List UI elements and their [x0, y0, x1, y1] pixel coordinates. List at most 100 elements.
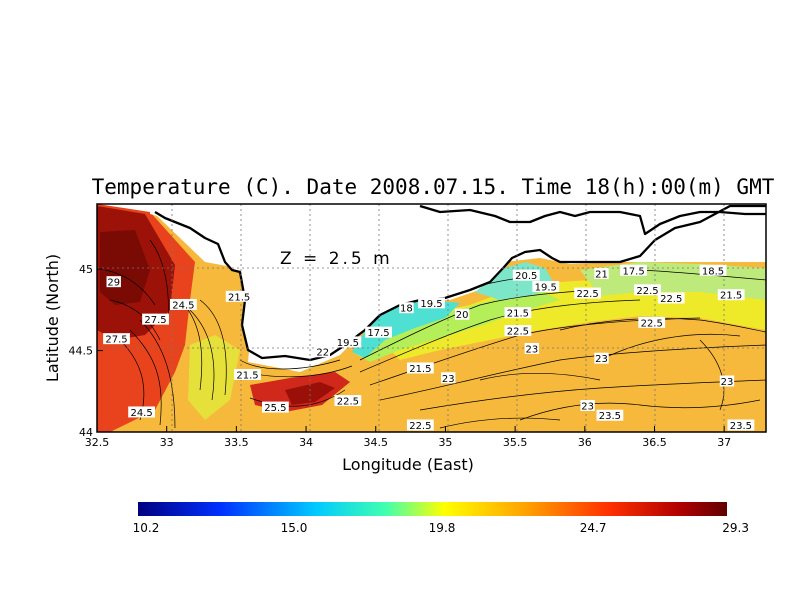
contour-lines — [104, 239, 766, 429]
colorbar: 10.2 15.0 19.8 24.7 29.3 — [133, 502, 749, 535]
x-tick-label: 36.5 — [642, 436, 667, 449]
sea-darkred-bay — [285, 382, 335, 405]
y-axis-label: Latitude (North) — [43, 254, 62, 382]
contour-label: 23 — [581, 401, 594, 412]
contour-label-bg — [580, 399, 595, 411]
plot-area: 29 27.5 24.5 27.5 24.5 21.5 21.5 25.5 22 19.5 17.5… — [97, 204, 766, 432]
contour-label-bg — [128, 406, 155, 418]
contour-label: 24.5 — [130, 408, 152, 419]
contour-label: 20.5 — [515, 271, 537, 282]
contour-label: 23.5 — [730, 421, 752, 432]
x-tick-label: 34.5 — [364, 436, 389, 449]
north-land-strip — [420, 204, 766, 232]
contour-label: 23 — [442, 374, 455, 385]
contour-label: 17.5 — [367, 328, 389, 339]
x-tick-label: 37 — [717, 436, 731, 449]
contour-label-bg — [596, 409, 624, 421]
contour-label: 20 — [456, 310, 469, 321]
contour-label-bg — [524, 342, 540, 354]
contour-label-bg — [441, 372, 456, 384]
contour-label-bg — [634, 284, 661, 296]
contour-label: 19.5 — [535, 283, 557, 294]
x-axis-label: Longitude (East) — [342, 455, 474, 474]
contour-label-bg — [504, 325, 532, 337]
contour-label-bg — [719, 375, 735, 387]
sea-cyan-nearshore — [352, 300, 460, 358]
contour-label-bg — [594, 352, 609, 364]
contour-label: 17.5 — [622, 266, 644, 277]
contour-label: 25.5 — [264, 403, 286, 414]
contour-label-bg — [418, 297, 445, 309]
contour-label-bg — [638, 316, 666, 328]
contour-label: 23 — [595, 354, 608, 365]
x-tick-label: 32.5 — [85, 436, 110, 449]
contour-label-bg — [504, 307, 532, 319]
colorbar-tick-label: 10.2 — [133, 521, 160, 535]
contour-label-bg — [727, 419, 755, 431]
contour-label-bg — [103, 333, 130, 345]
contour-label-bg — [106, 276, 121, 288]
y-axis-ticks: 44 44.5 45 — [69, 263, 103, 439]
colorbar-tick-label: 15.0 — [281, 521, 308, 535]
contour-label: 18 — [400, 304, 413, 315]
contour-label: 23 — [721, 377, 734, 388]
contour-label-bg — [532, 281, 560, 293]
contour-labels: 29 27.5 24.5 27.5 24.5 21.5 21.5 25.5 22 19.5 17.5… — [103, 264, 755, 432]
contour-label: 21 — [595, 270, 608, 281]
contour-label-bg — [594, 268, 609, 280]
contour-label-bg — [406, 419, 434, 431]
x-tick-label: 36 — [578, 436, 592, 449]
contour-label-bg — [234, 369, 261, 380]
contour-label: 18.5 — [702, 266, 724, 277]
contour-label: 22.5 — [660, 294, 682, 305]
y-tick-label: 45 — [79, 263, 93, 276]
x-tick-label: 35 — [438, 436, 452, 449]
y-tick-label: 44.5 — [69, 345, 94, 358]
contour-label-bg — [620, 264, 647, 276]
grid — [97, 204, 766, 432]
colorbar-tick-label: 29.3 — [722, 521, 749, 535]
contour-label: 19.5 — [420, 299, 442, 310]
contour-label-bg — [406, 362, 434, 374]
contour-label: 21.5 — [409, 364, 431, 375]
contour-label-bg — [225, 290, 253, 302]
contour-label-bg — [454, 308, 470, 320]
contour-label-bg — [142, 313, 169, 325]
contour-label-bg — [334, 395, 362, 407]
depth-label: Z = 2.5 m — [280, 249, 393, 269]
contour-label-bg — [315, 346, 330, 358]
crimea-land — [97, 204, 766, 360]
contour-label: 21.5 — [236, 371, 258, 382]
colorbar-gradient — [138, 502, 727, 516]
contour-label-bg — [574, 287, 601, 299]
contour-label: 23.5 — [599, 411, 621, 422]
plot-frame — [96, 203, 767, 433]
x-axis-ticks: 32.5 33 33.5 34 34.5 35 35.5 36 36.5 37 — [85, 426, 731, 449]
contour-label-bg — [717, 289, 745, 301]
contour-label: 27.5 — [144, 315, 166, 326]
x-tick-label: 33.5 — [224, 436, 249, 449]
contour-label-bg — [699, 264, 727, 276]
contour-label: 29 — [107, 278, 120, 289]
colorbar-tick-label: 19.8 — [429, 521, 456, 535]
contour-label: 19.5 — [337, 338, 359, 349]
contour-label: 22.5 — [409, 421, 431, 432]
contour-label: 22.5 — [337, 397, 359, 408]
contour-label-bg — [365, 326, 392, 338]
contour-label: 22.5 — [576, 289, 598, 300]
colorbar-tick-labels: 10.2 15.0 19.8 24.7 29.3 — [133, 521, 749, 535]
contour-label: 21.5 — [228, 292, 250, 303]
contour-label: 22.5 — [507, 327, 529, 338]
contour-label-bg — [334, 336, 362, 348]
y-tick-label: 44 — [79, 426, 93, 439]
contour-label-bg — [170, 298, 197, 310]
contour-label: 24.5 — [172, 300, 194, 311]
contour-label-bg — [657, 292, 685, 304]
contour-label-bg — [512, 269, 540, 281]
contour-label: 23 — [525, 344, 538, 355]
contour-label: 27.5 — [105, 335, 127, 346]
contour-label: 21.5 — [507, 309, 529, 320]
chart-title: Temperature (C). Date 2008.07.15. Time 1… — [92, 175, 775, 199]
contour-label-bg — [399, 302, 414, 314]
